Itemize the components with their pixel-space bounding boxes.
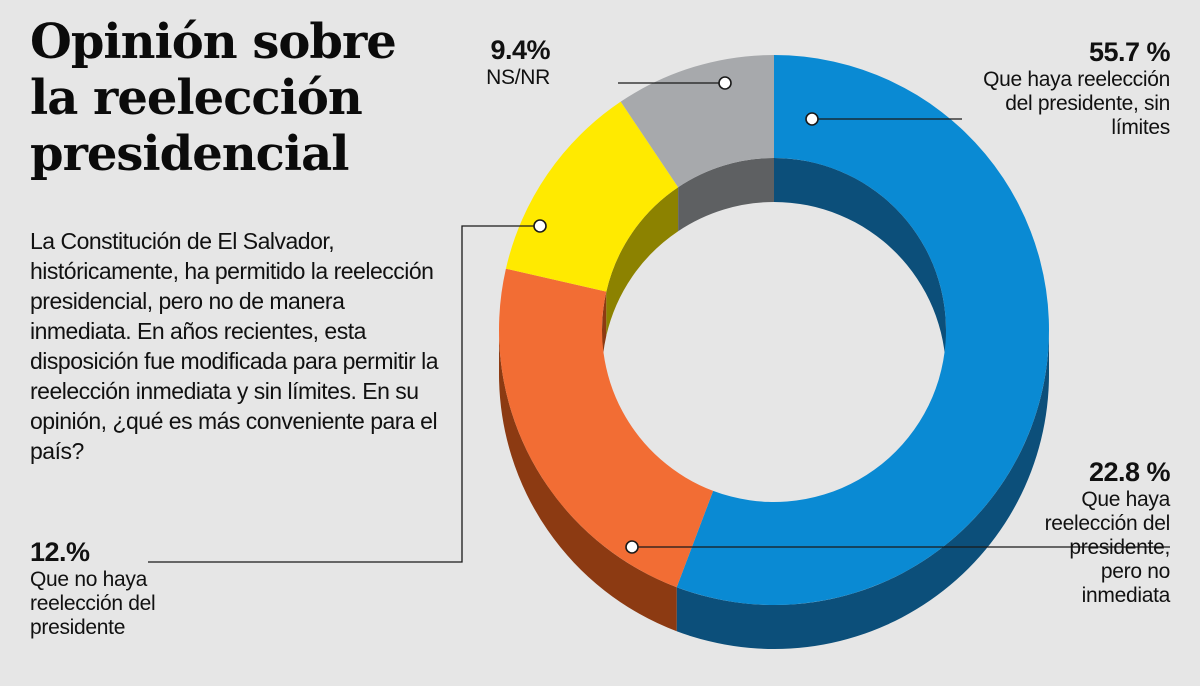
slice-inner-reeleccion-sin-limites bbox=[774, 158, 946, 374]
desc-reeleccion-sin-limites-3: límites bbox=[1111, 116, 1170, 139]
desc-reeleccion-sin-limites-2: del presidente, sin bbox=[1005, 92, 1170, 115]
label-no-reeleccion: 12.% Que no haya reelección del presiden… bbox=[30, 536, 230, 640]
label-reeleccion-sin-limites: 55.7 % Que haya reelección del president… bbox=[940, 36, 1170, 140]
slice-side-reeleccion-no-inmediata bbox=[499, 330, 677, 632]
desc-reeleccion-no-inmediata-5: inmediata bbox=[1081, 584, 1171, 607]
title-line-3: presidencial bbox=[30, 126, 349, 182]
value-label-nsnr: 9.4% bbox=[490, 35, 550, 65]
desc-reeleccion-no-inmediata-3: presidente, bbox=[1069, 536, 1170, 559]
desc-reeleccion-no-inmediata-1: Que haya bbox=[1081, 488, 1170, 511]
leader-dot-no-reeleccion bbox=[533, 219, 547, 233]
desc-nsnr: NS/NR bbox=[486, 66, 550, 89]
desc-no-reeleccion-3: presidente bbox=[30, 616, 126, 639]
desc-reeleccion-sin-limites-1: Que haya reelección bbox=[983, 68, 1170, 91]
desc-no-reeleccion-1: Que no haya bbox=[30, 568, 147, 591]
desc-reeleccion-no-inmediata-4: pero no bbox=[1100, 560, 1170, 583]
value-label-no-reeleccion: 12.% bbox=[30, 537, 90, 567]
leader-dot-reeleccion-no-inmediata bbox=[625, 540, 639, 554]
value-label-reeleccion-sin-limites: 55.7 % bbox=[1088, 37, 1171, 67]
leader-line-no-reeleccion bbox=[148, 225, 540, 563]
slice-no-reeleccion bbox=[505, 101, 679, 292]
leader-dot-nsnr bbox=[718, 76, 732, 90]
title-line-2: la reelección bbox=[30, 70, 363, 126]
label-reeleccion-no-inmediata: 22.8 % Que haya reelección del president… bbox=[990, 456, 1171, 608]
desc-reeleccion-no-inmediata-2: reelección del bbox=[1044, 512, 1171, 535]
slice-side-reeleccion-sin-limites bbox=[676, 330, 1049, 649]
slice-inner-nsnr bbox=[678, 158, 774, 232]
value-label-reeleccion-no-inmediata: 22.8 % bbox=[1088, 457, 1171, 487]
slice-inner-no-reeleccion bbox=[606, 187, 679, 336]
slice-nsnr bbox=[620, 55, 774, 188]
slice-reeleccion-no-inmediata bbox=[498, 268, 714, 588]
title-line-1: Opinión sobre bbox=[30, 14, 397, 70]
survey-question: La Constitución de El Salvador, históric… bbox=[30, 228, 439, 464]
chart-title: Opinión sobre la reelección presidencial bbox=[30, 14, 460, 182]
label-nsnr: 9.4% NS/NR bbox=[440, 34, 550, 90]
desc-no-reeleccion-2: reelección del bbox=[30, 592, 156, 615]
slice-reeleccion-sin-limites bbox=[676, 55, 1050, 605]
leader-dot-reeleccion-sin-limites bbox=[805, 112, 819, 126]
